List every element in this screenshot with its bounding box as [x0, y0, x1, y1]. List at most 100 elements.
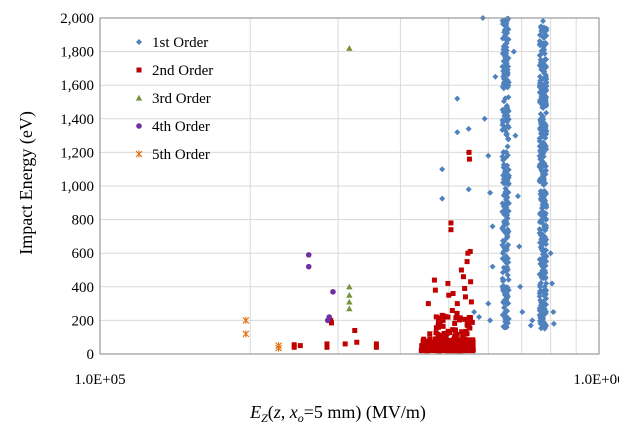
- data-point: [330, 289, 336, 295]
- data-point: [536, 271, 543, 278]
- data-point: [536, 99, 543, 106]
- data-point: [487, 317, 494, 324]
- data-point: [501, 22, 508, 29]
- data-point: [536, 162, 543, 169]
- legend-marker: [136, 67, 142, 73]
- data-point: [458, 267, 464, 273]
- data-point: [542, 258, 549, 265]
- data-point: [492, 73, 499, 80]
- data-point: [489, 263, 496, 270]
- data-point: [550, 309, 557, 315]
- data-point: [502, 185, 509, 192]
- data-point: [537, 111, 544, 118]
- data-point: [505, 166, 512, 173]
- data-point: [457, 347, 463, 353]
- data-point: [542, 227, 549, 234]
- data-point: [542, 82, 549, 89]
- data-point: [539, 231, 546, 238]
- data-point: [537, 195, 544, 202]
- x-axis-title: EZ(z, xo=5 mm) (MV/m): [249, 402, 426, 425]
- data-point: [537, 210, 544, 217]
- x-title-z: z: [273, 402, 281, 422]
- y-tick-label: 400: [72, 280, 95, 296]
- data-point: [328, 317, 334, 323]
- data-point: [538, 66, 545, 73]
- data-point: [449, 307, 455, 313]
- y-tick-label: 2,000: [60, 11, 94, 27]
- data-point: [456, 343, 462, 349]
- data-point: [346, 298, 353, 305]
- data-point: [500, 73, 507, 80]
- data-point: [542, 63, 549, 70]
- data-point: [548, 280, 555, 287]
- data-point: [505, 15, 512, 22]
- data-point: [537, 320, 544, 327]
- data-point: [503, 196, 510, 203]
- data-point: [291, 342, 297, 348]
- data-point: [540, 18, 547, 25]
- data-point: [537, 56, 544, 63]
- data-point: [537, 239, 544, 246]
- data-point: [457, 317, 463, 323]
- legend-label: 1st Order: [152, 35, 208, 51]
- data-point: [502, 324, 509, 331]
- data-point: [503, 268, 510, 275]
- data-point: [437, 333, 443, 339]
- data-point: [505, 300, 512, 307]
- data-point: [297, 343, 303, 349]
- legend-marker: [135, 150, 143, 158]
- data-point: [471, 309, 478, 315]
- y-tick-label: 1,000: [60, 179, 94, 195]
- data-point: [501, 291, 508, 298]
- data-point: [540, 139, 547, 146]
- data-point: [541, 320, 548, 327]
- data-point: [540, 305, 547, 312]
- y-tick-label: 1,800: [60, 45, 94, 61]
- data-point: [543, 280, 550, 287]
- data-point: [500, 203, 507, 210]
- data-point: [541, 235, 548, 242]
- data-point: [445, 328, 451, 334]
- data-point: [537, 227, 544, 234]
- data-point: [465, 186, 472, 193]
- data-point: [449, 345, 455, 351]
- data-point: [542, 75, 549, 82]
- data-point: [537, 175, 544, 182]
- data-point: [453, 315, 459, 321]
- data-point: [485, 300, 492, 307]
- data-point: [537, 315, 544, 322]
- data-point: [453, 328, 459, 334]
- y-tick-label: 1,600: [60, 78, 94, 94]
- data-point: [461, 337, 467, 343]
- data-point: [501, 228, 508, 235]
- data-point: [501, 304, 508, 311]
- x-title-o-sub: o: [298, 411, 304, 425]
- data-point: [464, 259, 470, 265]
- data-point: [504, 118, 511, 125]
- data-point: [537, 288, 544, 295]
- data-point: [514, 193, 521, 200]
- y-tick-label: 0: [87, 347, 95, 363]
- data-point: [540, 24, 547, 31]
- data-point: [464, 341, 470, 347]
- data-point: [454, 310, 460, 316]
- data-point: [455, 339, 461, 345]
- data-point: [500, 109, 507, 116]
- data-point: [305, 263, 312, 270]
- data-point: [512, 132, 519, 139]
- data-point: [542, 32, 549, 39]
- data-point: [501, 26, 508, 33]
- data-point: [539, 215, 546, 222]
- data-point: [519, 309, 526, 315]
- data-point: [440, 333, 446, 339]
- data-point: [517, 283, 524, 290]
- data-point: [452, 320, 458, 326]
- data-point: [542, 86, 549, 93]
- data-point: [434, 339, 440, 345]
- data-point: [465, 322, 471, 328]
- data-point: [536, 80, 543, 87]
- data-point: [466, 156, 472, 162]
- data-point: [305, 252, 312, 258]
- data-point: [467, 317, 473, 323]
- data-point: [449, 337, 455, 343]
